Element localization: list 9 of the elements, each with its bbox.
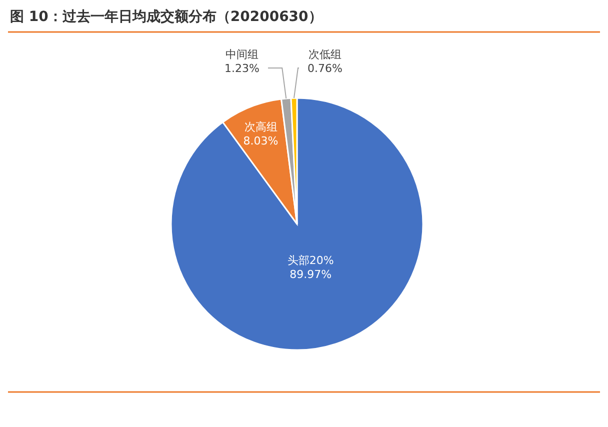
slice-label: 次低组 [308,48,342,61]
slice-label: 头部20% [287,254,334,267]
slice-label: 中间组 [226,48,258,61]
data-label: 89.97% [290,268,332,281]
data-label: 0.76% [308,62,342,75]
data-label: 8.03% [243,134,278,148]
chart-title: 图 10：过去一年日均成交额分布（20200630） [10,8,322,25]
data-label: 1.23% [224,62,260,75]
slice-label: 次高组 [244,120,278,134]
